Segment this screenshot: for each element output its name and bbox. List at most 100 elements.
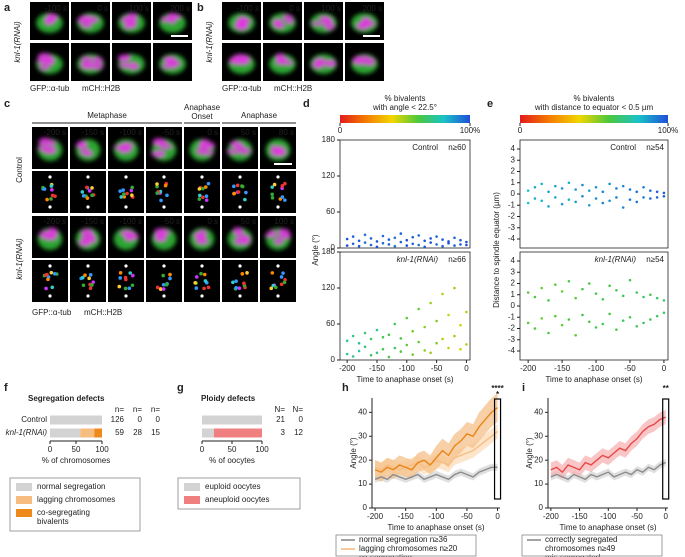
- scatter-point: [381, 234, 385, 238]
- scatter-point: [345, 237, 349, 241]
- y-tick-label: -4: [508, 234, 516, 243]
- tracked-dot: [87, 189, 92, 193]
- pole-dot: [238, 294, 242, 298]
- scatter-point: [429, 301, 432, 305]
- scatter-point: [567, 318, 571, 321]
- scatter-point: [447, 346, 450, 350]
- y-tick-label: 20: [358, 455, 367, 464]
- chromosome: [278, 231, 292, 240]
- micrograph-signal: [228, 13, 255, 33]
- legend-swatch: [16, 496, 32, 504]
- channel-legend: mCH::H2B: [84, 308, 122, 317]
- scatter-point: [345, 352, 349, 356]
- tracked-dot: [85, 185, 89, 190]
- bar-segment: [214, 428, 262, 438]
- chromosome: [230, 140, 240, 147]
- pole-dot: [48, 294, 52, 298]
- tracked-dot: [90, 193, 94, 198]
- legend-label: aneuploid oocytes: [205, 495, 270, 504]
- scatter-point: [417, 234, 421, 237]
- y-tick-label: 60: [326, 319, 335, 328]
- micrograph-signal: [189, 139, 216, 161]
- chromosome: [122, 54, 131, 59]
- tracked-dot: [161, 287, 166, 291]
- x-tick-label: -200: [367, 512, 384, 521]
- tracked-dot: [281, 271, 285, 275]
- y-tick-label: 120: [322, 171, 336, 180]
- count-value: 59: [115, 428, 124, 437]
- scatter-point: [363, 233, 367, 237]
- tracked-dot: [46, 277, 50, 282]
- tracked-dot: [155, 182, 159, 186]
- tracked-dot: [280, 184, 285, 188]
- pole-dot: [238, 264, 242, 268]
- scatter-point: [375, 245, 379, 249]
- channel-legend: GFP::α-tub: [222, 84, 262, 93]
- tracked-dot: [234, 279, 238, 283]
- scatter-point: [387, 238, 391, 241]
- scatter-point: [381, 347, 385, 351]
- time-label: -150 s: [82, 128, 104, 137]
- scatter-point: [351, 334, 355, 338]
- chromosome: [79, 148, 91, 156]
- chromosome: [77, 16, 90, 24]
- pole-dot: [124, 175, 128, 179]
- scatter-point: [369, 237, 373, 240]
- x-tick-label: -100: [428, 512, 445, 521]
- scatter-point: [357, 341, 361, 345]
- tracked-dot: [121, 192, 126, 196]
- micrograph-signal: [310, 13, 337, 33]
- micrograph-signal: [310, 54, 337, 74]
- chromosome: [81, 22, 92, 28]
- tracked-dot: [155, 285, 160, 290]
- tracked-dot: [163, 183, 168, 188]
- tracked-dot: [44, 286, 48, 291]
- count-value: 3: [281, 428, 286, 437]
- scatter-point: [375, 351, 379, 355]
- tracked-dot: [90, 186, 94, 190]
- scatter-point: [441, 244, 444, 248]
- tracked-dot: [81, 194, 86, 198]
- scatter-point: [423, 245, 426, 249]
- pole-dot: [124, 294, 128, 298]
- tracked-dot: [282, 280, 287, 285]
- legend-label: co-segregating bivalents: [37, 508, 90, 526]
- tracked-dot: [204, 198, 209, 202]
- scatter-point: [581, 287, 584, 291]
- chromosome: [125, 63, 139, 69]
- row-label: knl-1(RNAi): [13, 21, 22, 63]
- chromosome: [159, 144, 173, 149]
- significance-marker: *: [496, 390, 500, 399]
- y-tick-label: 10: [534, 479, 543, 488]
- scatter-point: [393, 346, 397, 350]
- y-axis-label: Angle (°): [349, 437, 358, 469]
- y-tick-label: 3: [511, 267, 516, 276]
- scatter-point: [447, 313, 450, 317]
- colorbar: [340, 115, 470, 123]
- time-label: -100 s: [120, 217, 142, 226]
- scatter-point: [662, 194, 666, 198]
- micrograph-signal: [150, 138, 177, 161]
- tracked-dot: [244, 190, 248, 195]
- y-tick-label: -3: [508, 335, 516, 344]
- scatter-point: [655, 190, 659, 194]
- scatter-point: [655, 196, 659, 199]
- time-label: 0 s: [97, 4, 108, 13]
- scatter-point: [526, 291, 530, 294]
- scatter-point: [459, 238, 462, 242]
- pole-dot: [48, 205, 52, 209]
- scatter-point: [533, 295, 537, 299]
- phase-label: Anaphase: [241, 111, 278, 120]
- scatter-point: [554, 283, 557, 286]
- chromosome: [358, 55, 370, 61]
- tracked-dot: [236, 190, 241, 194]
- pole-dot: [162, 205, 166, 209]
- micrograph-signal: [351, 13, 378, 33]
- tracked-dot: [87, 276, 91, 281]
- tracked-dot: [203, 279, 208, 283]
- tracked-dot: [129, 188, 134, 193]
- mean-line: [374, 466, 498, 481]
- micrograph-signal: [264, 228, 292, 250]
- scatter-point: [574, 296, 577, 300]
